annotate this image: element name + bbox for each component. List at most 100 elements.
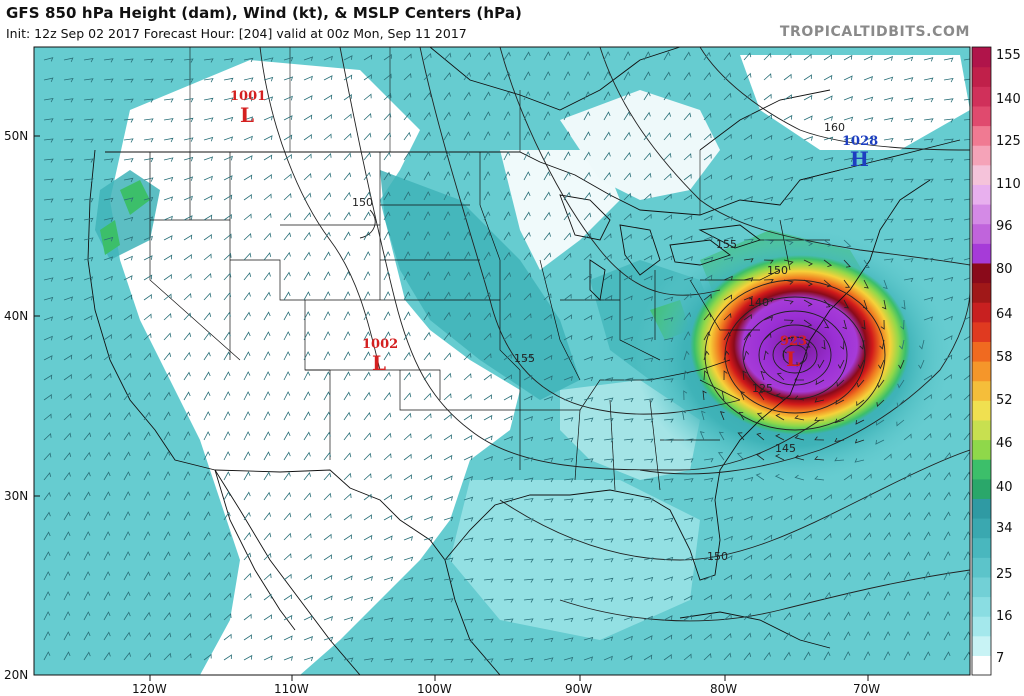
wind-barb (483, 517, 494, 522)
wind-barb (183, 411, 191, 421)
wind-barb (43, 238, 54, 243)
wind-barb (683, 497, 694, 503)
wind-barb (796, 359, 805, 367)
wind-barb (943, 335, 953, 341)
wind-barb (903, 591, 911, 601)
wind-barb (843, 279, 851, 288)
colorbar-swatch (972, 380, 991, 401)
wind-barb (623, 616, 634, 621)
wind-barb (523, 131, 531, 141)
wind-barb (183, 195, 193, 201)
wind-barb (963, 257, 970, 261)
wind-barb (283, 471, 291, 481)
wind-barb (743, 535, 753, 541)
wind-barb (783, 114, 793, 121)
wind-barb (383, 514, 393, 521)
wind-barb (483, 231, 491, 241)
wind-barb (363, 171, 371, 181)
wind-barb (643, 316, 654, 322)
wind-barb (43, 631, 51, 641)
wind-barb (863, 631, 871, 641)
wind-barb (223, 572, 232, 581)
wind-barb (783, 572, 792, 581)
wind-barb (963, 571, 970, 581)
colorbar-swatch (972, 537, 991, 558)
wind-barb (683, 92, 691, 101)
wind-barb (843, 75, 853, 81)
wind-barb (363, 576, 373, 581)
wind-barb (563, 71, 571, 81)
wind-barb (423, 151, 431, 161)
wind-barb (403, 112, 412, 121)
wind-barb (583, 376, 594, 382)
wind-barb (383, 637, 394, 643)
wind-barb (943, 198, 954, 203)
wind-barb (143, 332, 152, 341)
wind-barb (701, 410, 706, 421)
colorbar-label: 58 (996, 350, 1013, 365)
wind-barb (603, 538, 614, 543)
wind-barb (343, 172, 352, 181)
wind-barb (443, 231, 451, 241)
wind-barb (103, 314, 113, 321)
wind-barb (883, 198, 894, 203)
wind-barb (363, 555, 373, 561)
wind-barb (723, 174, 733, 181)
wind-barb (303, 411, 311, 421)
wind-barb (283, 391, 291, 401)
wind-barb (723, 535, 733, 541)
wind-barb (443, 413, 452, 421)
wind-barb (203, 572, 211, 581)
wind-barb (543, 131, 551, 141)
wind-barb (63, 374, 72, 381)
wind-barb (763, 259, 774, 264)
wind-barb (163, 137, 174, 143)
wind-barb (823, 136, 834, 142)
wind-barb (643, 518, 654, 523)
wind-barb (103, 531, 111, 541)
wind-barb (163, 371, 171, 381)
wind-barb (303, 574, 312, 581)
wind-barb (403, 638, 414, 643)
wind-barb (683, 517, 694, 522)
wind-barb (663, 378, 674, 383)
wind-barb (663, 337, 674, 342)
wind-barb (343, 493, 352, 501)
wind-barb (683, 153, 692, 161)
wind-barb (283, 656, 293, 661)
wind-barb (723, 52, 731, 61)
wind-barb (43, 413, 52, 421)
wind-barb (803, 299, 813, 307)
wind-barb (923, 77, 934, 82)
wind-barb (123, 631, 131, 641)
wind-barb (663, 214, 672, 221)
wind-barb (383, 92, 392, 101)
wind-barb (163, 431, 171, 441)
wind-barb (963, 531, 970, 541)
wind-barb (423, 231, 431, 241)
wind-barb (43, 511, 51, 521)
wind-barb (523, 578, 534, 583)
low-center-value: 1002 (362, 337, 398, 352)
wind-barb (903, 631, 911, 641)
wind-barb (423, 392, 432, 401)
wind-barb (63, 393, 72, 401)
wind-barb (463, 131, 471, 141)
wind-barb (883, 512, 892, 521)
low-center-value: 1001 (230, 89, 266, 104)
wind-barb (523, 333, 532, 341)
wind-barb (443, 658, 454, 663)
wind-barb (43, 218, 54, 223)
wind-barb (43, 296, 54, 302)
wind-barb (323, 133, 332, 141)
wind-barb (383, 453, 392, 461)
wind-barb (543, 396, 553, 401)
wind-barb (803, 74, 812, 81)
wind-barb (823, 591, 831, 601)
wind-barb (263, 655, 273, 661)
wind-barb (623, 172, 632, 181)
wind-barb (543, 657, 554, 662)
wind-barb (343, 132, 352, 141)
wind-barb (263, 451, 271, 461)
wind-barb (523, 457, 534, 462)
